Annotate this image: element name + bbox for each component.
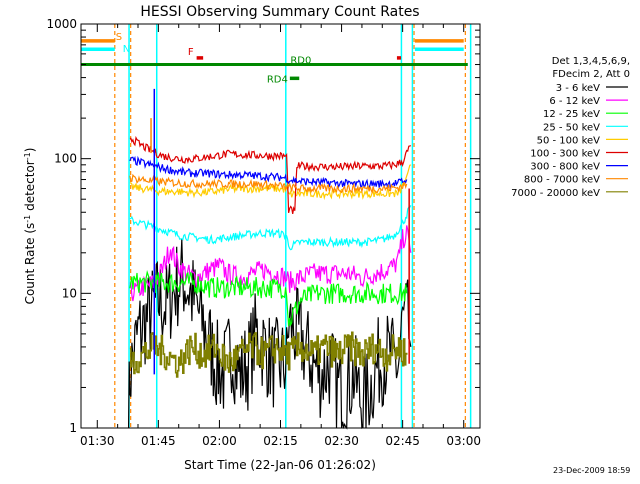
series-300-800-kev (129, 155, 408, 189)
y-axis: 1 10 100 1000 (46, 17, 480, 435)
series-12-25-kev (129, 269, 408, 327)
series-100-300-kev (129, 135, 412, 215)
legend-header-line-1: Det 1,3,4,5,6,9, (552, 56, 630, 67)
legend-label-25-50-kev: 25 - 50 keV (543, 122, 600, 133)
x-tick-label: 02:45 (385, 434, 420, 448)
series-25-50-kev (129, 205, 412, 251)
legend-label-100-300-kev: 100 - 300 keV (530, 149, 600, 160)
series-6-12-kev (129, 225, 412, 302)
series-7000-20000-kev (129, 331, 408, 378)
legend-label-3-6-kev: 3 - 6 keV (556, 83, 600, 94)
x-tick-label: 01:30 (80, 434, 115, 448)
y-tick-label: 1000 (46, 17, 77, 31)
legend: Det 1,3,4,5,6,9, FDecim 2, Att 0 3 - 6 k… (511, 56, 630, 199)
series-50-100-kev (129, 164, 412, 201)
series-800-7000-kev (129, 173, 408, 195)
flag-label-rd0: RD0 (290, 56, 311, 67)
x-axis: 01:30 01:45 02:00 02:15 02:30 02:45 03:00 (80, 24, 481, 448)
y-axis-label: Count Rate (s-1 detector-1) (23, 148, 37, 305)
legend-label-6-12-kev: 6 - 12 keV (549, 96, 600, 107)
flag-label-rd4: RD4 (267, 74, 288, 85)
x-tick-label: 02:15 (263, 434, 298, 448)
legend-label-800-7000-kev: 800 - 7000 keV (524, 175, 600, 186)
legend-header-line-2: FDecim 2, Att 0 (552, 69, 630, 80)
legend-label-12-25-kev: 12 - 25 keV (543, 109, 600, 120)
x-tick-label: 02:00 (202, 434, 237, 448)
y-tick-label: 1 (69, 421, 77, 435)
y-tick-label: 100 (54, 152, 77, 166)
x-axis-label: Start Time (22-Jan-06 01:26:02) (184, 458, 376, 472)
flag-label-f: F (188, 47, 194, 58)
footer-timestamp: 23-Dec-2009 18:59 (553, 466, 631, 475)
legend-label-7000-20000-kev: 7000 - 20000 keV (511, 188, 600, 199)
series-3-6-kev (128, 239, 412, 430)
legend-label-300-800-kev: 300 - 800 keV (530, 162, 600, 173)
x-tick-label: 01:45 (141, 434, 176, 448)
chart-title: HESSI Observing Summary Count Rates (140, 4, 419, 20)
flag-label-n: N (123, 44, 130, 55)
x-tick-label: 03:00 (446, 434, 481, 448)
flag-label-s: S (116, 32, 122, 43)
x-tick-label: 02:30 (324, 434, 359, 448)
y-tick-label: 10 (62, 286, 77, 300)
legend-label-50-100-kev: 50 - 100 keV (537, 135, 601, 146)
